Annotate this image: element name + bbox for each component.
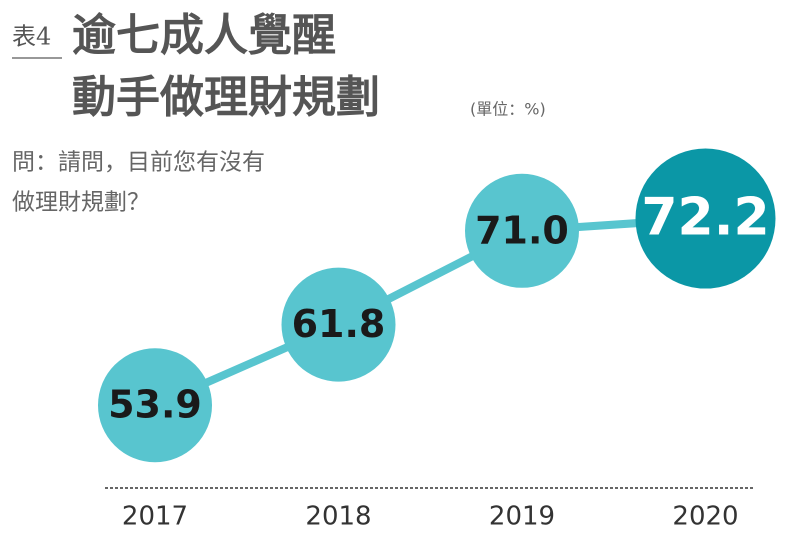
data-bubble [465,173,579,288]
x-tick-label: 2017 [122,502,188,532]
x-tick-label: 2019 [489,502,555,532]
data-bubble [281,267,396,382]
chart-title: 逾七成人覺醒 [72,10,336,61]
question: 做理財規劃？ [12,190,150,216]
x-tick-label: 2018 [305,502,371,532]
data-bubble [635,148,776,289]
chart-title: 動手做理財規劃 [72,72,380,123]
data-bubble [98,348,212,463]
trend-line [153,214,706,409]
value-label: 71.0 [475,208,569,252]
value-label: 53.9 [108,383,202,427]
unit-label: (單位：%) [470,100,546,119]
value-label: 72.2 [641,188,769,248]
question: 問：請問，目前您有沒有 [12,150,265,176]
x-tick-label: 2020 [672,502,738,532]
chart-label: 表4 [12,23,51,51]
value-label: 61.8 [292,302,386,346]
